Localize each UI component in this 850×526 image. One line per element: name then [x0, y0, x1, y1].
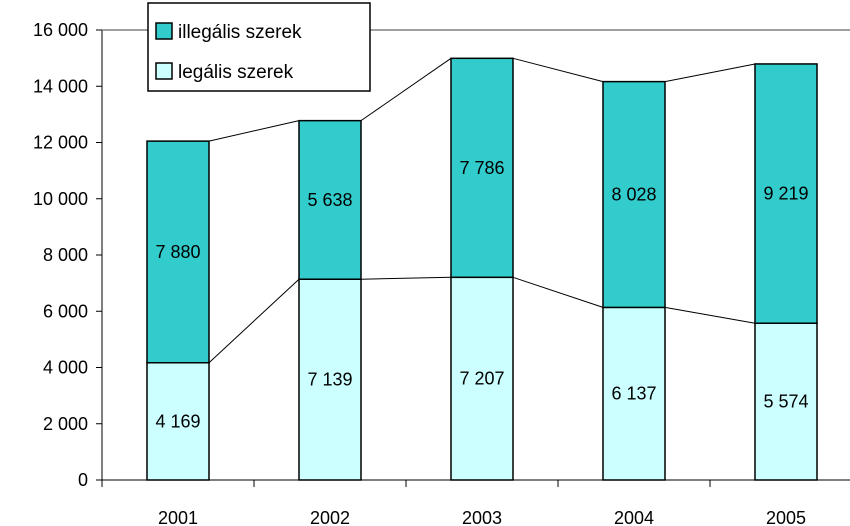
x-tick-label: 2005 [766, 508, 806, 526]
data-label: 7 139 [307, 370, 352, 390]
y-tick-label: 10 000 [33, 189, 88, 209]
series-line-illegalis [664, 63, 756, 83]
series-line-legalis [360, 276, 452, 280]
bar-illegalis-2003 [450, 57, 514, 279]
legend-label: illegális szerek [178, 22, 302, 43]
y-tick-label: 14 000 [33, 76, 88, 96]
y-tick-label: 2 000 [43, 414, 88, 434]
bar-legalis-2005 [754, 322, 818, 481]
series-line-illegalis [512, 57, 604, 83]
bar-illegalis-2002 [298, 119, 362, 280]
bar-illegalis-2005 [754, 63, 818, 324]
x-tick-label: 2003 [462, 508, 502, 526]
data-label: 5 574 [763, 392, 808, 412]
legend-swatch [155, 22, 173, 40]
legend-swatch [155, 62, 173, 80]
data-label: 6 137 [611, 384, 656, 404]
bar-legalis-2002 [298, 278, 362, 481]
series-line-illegalis [360, 57, 452, 122]
y-tick-label: 6 000 [43, 301, 88, 321]
y-tick-label: 16 000 [33, 20, 88, 40]
data-label: 7 207 [459, 369, 504, 389]
series-line-legalis [664, 306, 756, 324]
y-tick-label: 4 000 [43, 358, 88, 378]
y-tick-label: 0 [78, 470, 88, 490]
bar-illegalis-2004 [602, 80, 666, 309]
legend-label: legális szerek [178, 62, 294, 83]
x-tick-label: 2004 [614, 508, 654, 526]
x-tick-label: 2001 [158, 508, 198, 526]
data-label: 7 880 [155, 242, 200, 262]
data-label: 8 028 [611, 185, 656, 205]
y-tick-label: 12 000 [33, 133, 88, 153]
data-label: 4 169 [155, 411, 200, 431]
data-label: 5 638 [307, 190, 352, 210]
bar-illegalis-2001 [146, 140, 210, 364]
data-label: 9 219 [763, 184, 808, 204]
bar-legalis-2003 [450, 276, 514, 481]
data-label: 7 786 [459, 158, 504, 178]
series-line-illegalis [208, 120, 300, 142]
bar-legalis-2001 [146, 361, 210, 481]
series-line-legalis [512, 276, 604, 308]
legend-box [147, 2, 371, 92]
series-line-legalis [208, 278, 300, 364]
y-tick-label: 8 000 [43, 245, 88, 265]
x-tick-label: 2002 [310, 508, 350, 526]
